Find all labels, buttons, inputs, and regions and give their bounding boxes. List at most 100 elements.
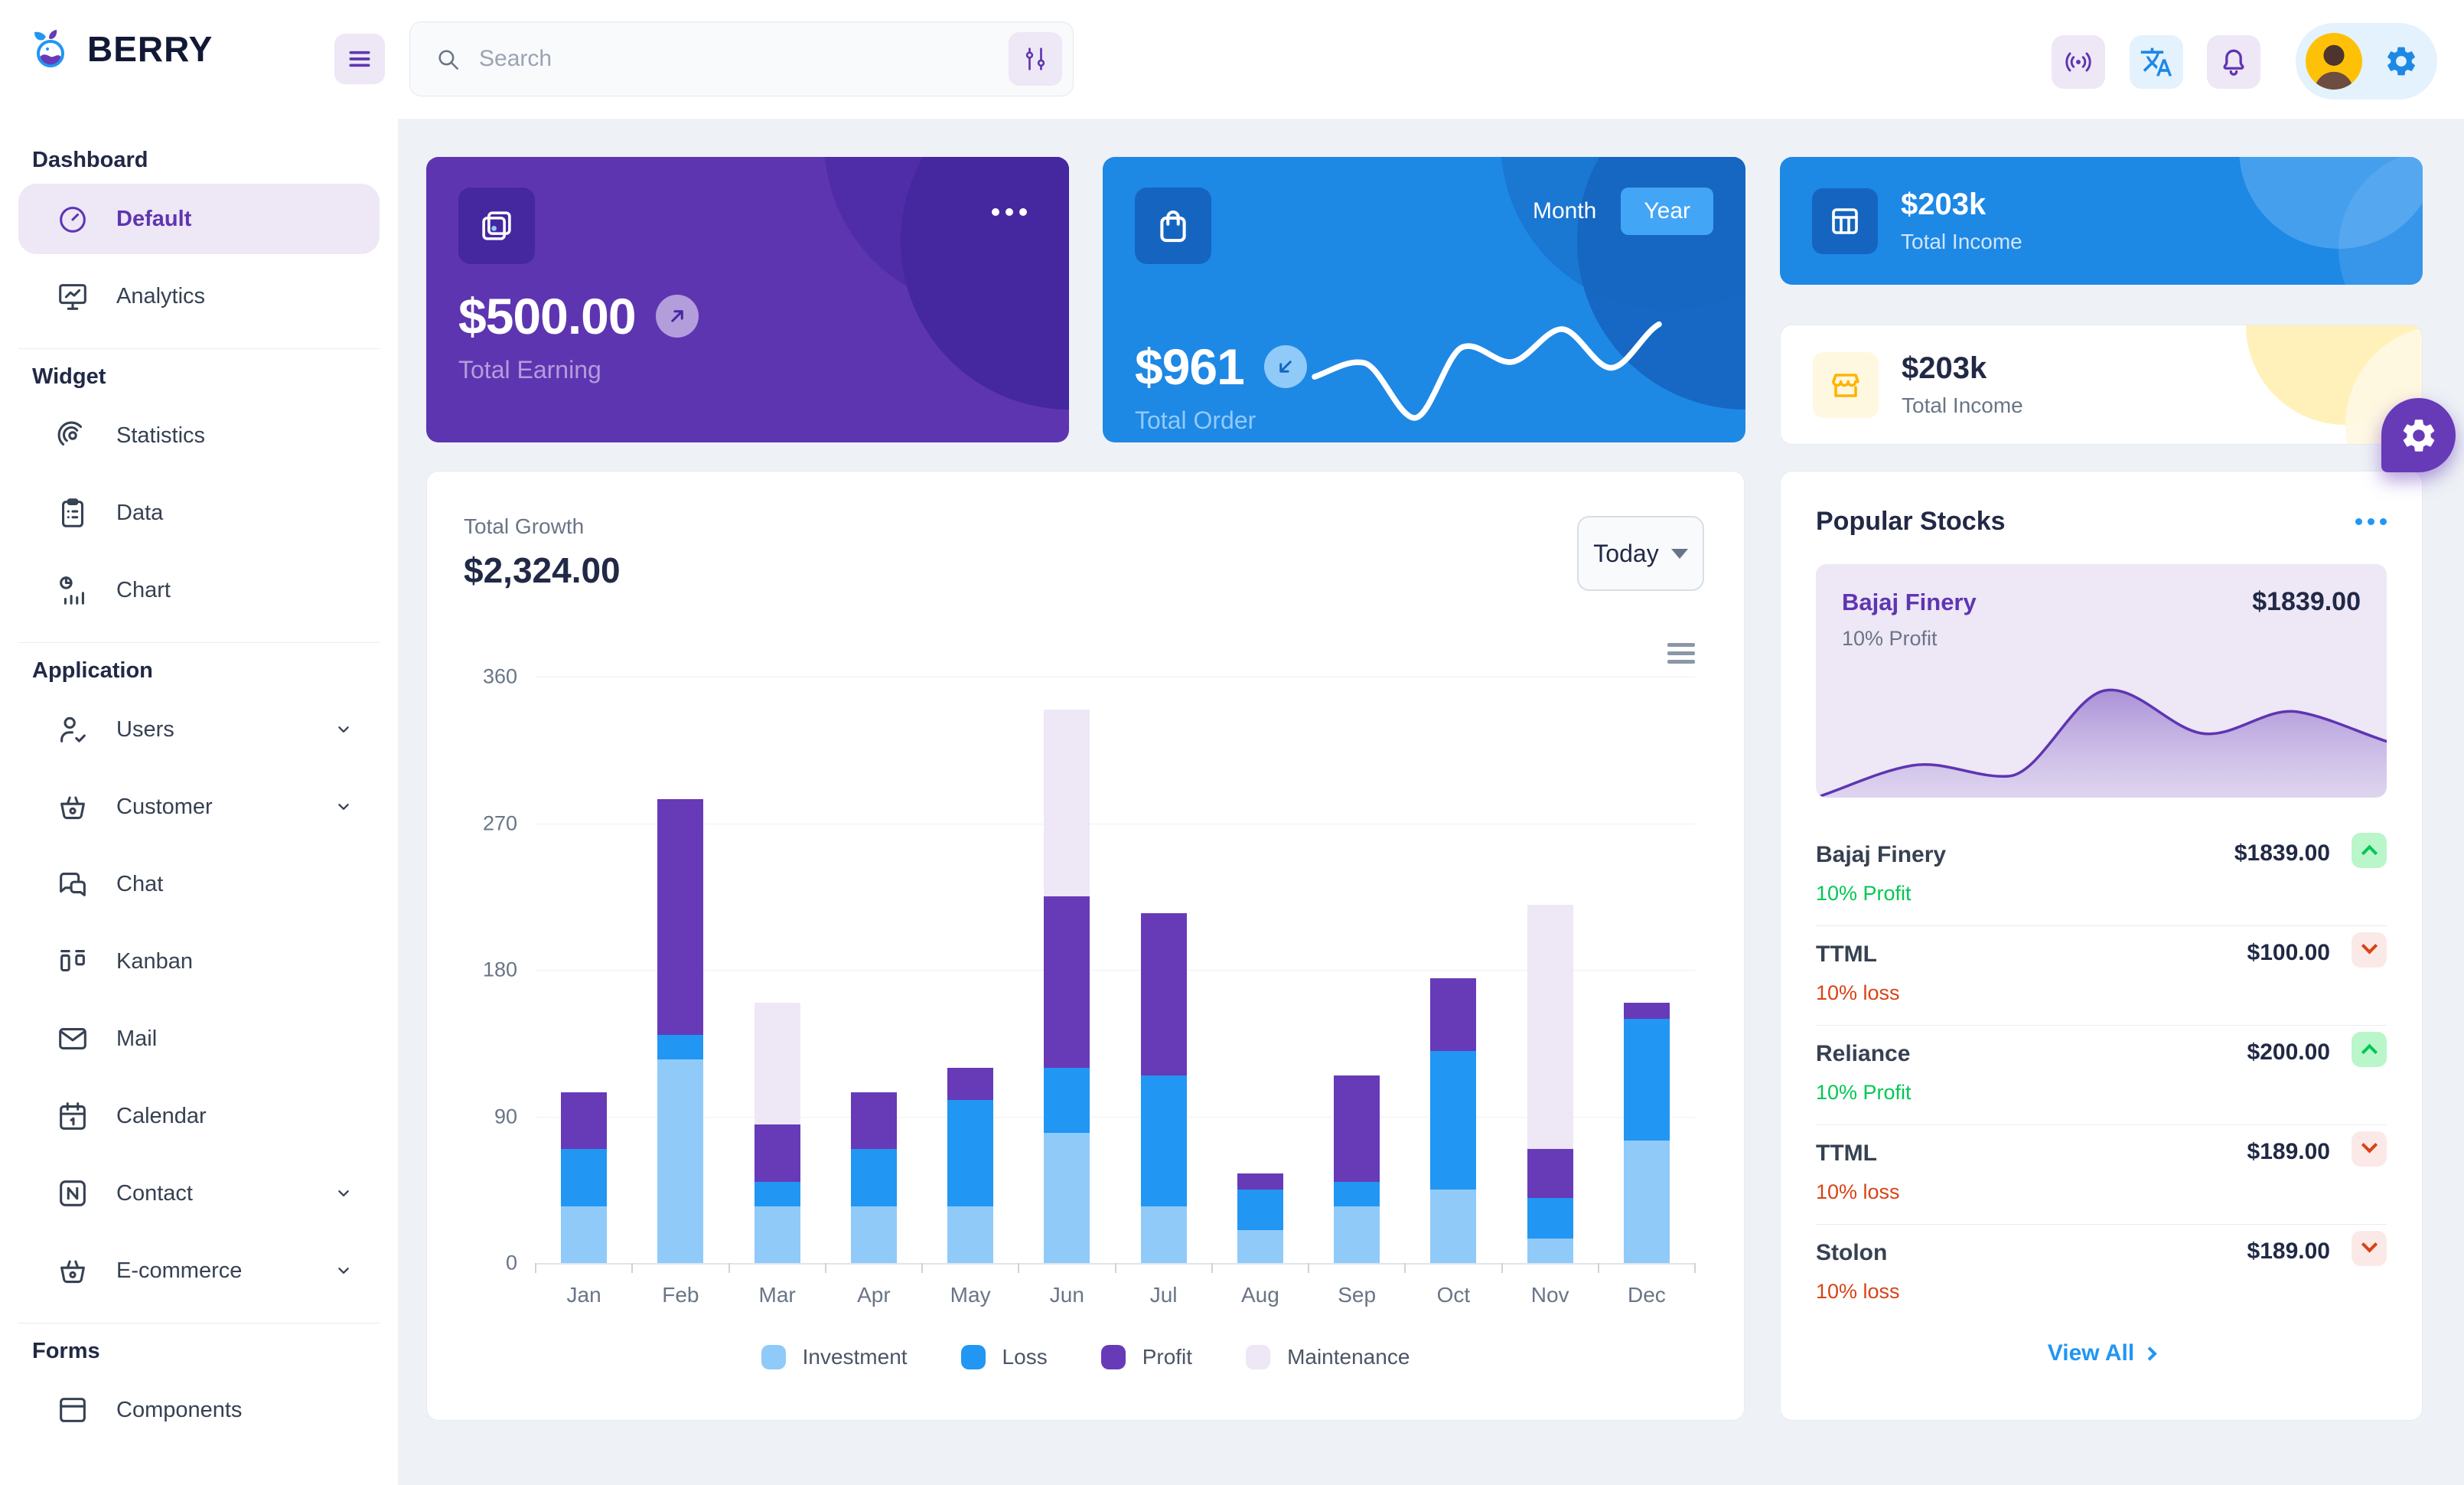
- stacked-bar-sep[interactable]: [1334, 1075, 1380, 1263]
- search-filter-button[interactable]: [1009, 32, 1062, 86]
- month-toggle-button[interactable]: Month: [1532, 198, 1597, 224]
- bar-segment-profit: [1527, 1149, 1573, 1198]
- section-label-application: Application: [32, 658, 153, 683]
- chevron-down-icon: [2361, 1235, 2378, 1252]
- brand-logo[interactable]: BERRY: [31, 28, 213, 70]
- legend-item-profit[interactable]: Profit: [1100, 1345, 1193, 1369]
- storefront-icon-button[interactable]: [1813, 351, 1879, 418]
- sidebar-item-data[interactable]: Data: [18, 478, 380, 548]
- bell-icon: [2217, 45, 2251, 79]
- stock-row[interactable]: Reliance $200.00 10% Profit: [1816, 1026, 2387, 1125]
- x-axis-tick-label: Aug: [1240, 1283, 1279, 1307]
- stacked-bar-feb[interactable]: [657, 798, 704, 1263]
- chat-bubbles-icon: [55, 867, 90, 902]
- view-all-link[interactable]: View All: [1816, 1340, 2387, 1366]
- legend-label: Profit: [1142, 1345, 1193, 1369]
- bar-segment-investment: [1140, 1206, 1187, 1263]
- stock-row[interactable]: TTML $100.00 10% loss: [1816, 926, 2387, 1026]
- stacked-bar-dec[interactable]: [1623, 1002, 1670, 1263]
- chevron-down-icon: [331, 1180, 357, 1206]
- broadcast-button[interactable]: [2052, 35, 2105, 89]
- sidebar-item-mail[interactable]: Mail: [18, 1004, 380, 1074]
- stacked-bar-jan[interactable]: [561, 1092, 608, 1263]
- calendar-icon: [55, 1098, 90, 1134]
- order-icon-button[interactable]: [1135, 188, 1211, 264]
- sidebar-item-ecommerce[interactable]: E-commerce: [18, 1235, 380, 1306]
- trend-chip[interactable]: [2352, 1032, 2387, 1067]
- x-axis-tick-label: Jun: [1049, 1283, 1084, 1307]
- stocks-more-button[interactable]: [2355, 518, 2387, 525]
- table-icon-button[interactable]: [1812, 188, 1878, 254]
- axis-tick: [1404, 1263, 1406, 1273]
- x-axis-tick-label: Jan: [566, 1283, 601, 1307]
- trend-down-badge[interactable]: [1263, 345, 1307, 388]
- legend-item-maintenance[interactable]: Maintenance: [1246, 1345, 1410, 1369]
- stacked-bar-aug[interactable]: [1237, 1173, 1283, 1263]
- legend-item-loss[interactable]: Loss: [960, 1345, 1048, 1369]
- bar-column: [1212, 677, 1309, 1263]
- stacked-bar-jun[interactable]: [1044, 709, 1090, 1263]
- stacked-bar-may[interactable]: [947, 1067, 994, 1263]
- year-toggle-button[interactable]: Year: [1621, 188, 1713, 235]
- trend-up-badge[interactable]: [655, 295, 699, 338]
- trend-chip[interactable]: [2352, 1131, 2387, 1167]
- total-order-label: Total Order: [1135, 406, 1256, 434]
- sidebar-item-chart[interactable]: Chart: [18, 555, 380, 625]
- stacked-bar-oct[interactable]: [1430, 977, 1477, 1263]
- notifications-button[interactable]: [2207, 35, 2260, 89]
- stacked-bar-nov[interactable]: [1527, 904, 1573, 1263]
- chart-legend: Investment Loss Profit Maintenance: [427, 1345, 1744, 1369]
- bar-segment-maintenance: [1527, 904, 1573, 1150]
- sidebar-item-contact[interactable]: Contact: [18, 1158, 380, 1229]
- sidebar-item-components[interactable]: Components: [18, 1375, 380, 1445]
- x-axis-tick-label: Apr: [857, 1283, 891, 1307]
- sidebar-item-analytics[interactable]: Analytics: [18, 261, 380, 331]
- legend-item-investment[interactable]: Investment: [761, 1345, 908, 1369]
- trend-chip[interactable]: [2352, 932, 2387, 968]
- sidebar-item-statistics[interactable]: Statistics: [18, 400, 380, 471]
- bar-segment-profit: [850, 1092, 897, 1150]
- earning-more-button[interactable]: [982, 184, 1037, 240]
- sidebar-toggle-button[interactable]: [334, 34, 385, 84]
- sidebar-item-users[interactable]: Users: [18, 694, 380, 765]
- legend-swatch: [761, 1345, 786, 1369]
- stock-row[interactable]: Bajaj Finery $1839.00 10% Profit: [1816, 827, 2387, 926]
- stock-highlight-card[interactable]: Bajaj Finery $1839.00 10% Profit: [1816, 564, 2387, 798]
- profile-menu[interactable]: [2296, 23, 2437, 100]
- bar-segment-loss: [754, 1181, 800, 1206]
- earning-icon-button[interactable]: [458, 188, 535, 264]
- stacked-bar-apr[interactable]: [850, 1092, 897, 1263]
- sidebar-item-chat[interactable]: Chat: [18, 849, 380, 919]
- chevron-down-icon: [331, 716, 357, 742]
- trend-chip[interactable]: [2352, 1231, 2387, 1266]
- search-input[interactable]: [479, 46, 1009, 72]
- basket-icon: [55, 789, 90, 824]
- storefront-icon: [1827, 367, 1864, 403]
- stock-row[interactable]: Stolon $189.00 10% loss: [1816, 1225, 2387, 1323]
- stacked-bar-jul[interactable]: [1140, 912, 1187, 1263]
- stacked-bar-mar[interactable]: [754, 1002, 800, 1263]
- bar-segment-loss: [657, 1035, 704, 1060]
- gauge-icon: [55, 201, 90, 237]
- trend-chip[interactable]: [2352, 833, 2387, 868]
- growth-range-select[interactable]: Today: [1577, 516, 1704, 591]
- basket-icon: [55, 1253, 90, 1288]
- sidebar-item-kanban[interactable]: Kanban: [18, 926, 380, 997]
- language-button[interactable]: [2130, 35, 2183, 89]
- stock-area-chart: [1816, 688, 2387, 798]
- sidebar-item-default[interactable]: Default: [18, 184, 380, 254]
- chart-menu-button[interactable]: [1667, 643, 1695, 664]
- customize-settings-fab[interactable]: [2381, 398, 2456, 472]
- bar-segment-investment: [657, 1059, 704, 1263]
- sidebar-item-calendar[interactable]: Calendar: [18, 1081, 380, 1151]
- avatar: [2306, 33, 2362, 90]
- bar-column: [1019, 677, 1115, 1263]
- y-axis-tick-label: 180: [482, 958, 517, 981]
- sidebar-item-customer[interactable]: Customer: [18, 772, 380, 842]
- bar-column: [922, 677, 1019, 1263]
- bar-segment-investment: [1044, 1132, 1090, 1263]
- components-icon: [55, 1392, 90, 1428]
- chevron-right-icon: [2143, 1346, 2157, 1361]
- bar-segment-profit: [1623, 1002, 1670, 1019]
- stock-row[interactable]: TTML $189.00 10% loss: [1816, 1125, 2387, 1225]
